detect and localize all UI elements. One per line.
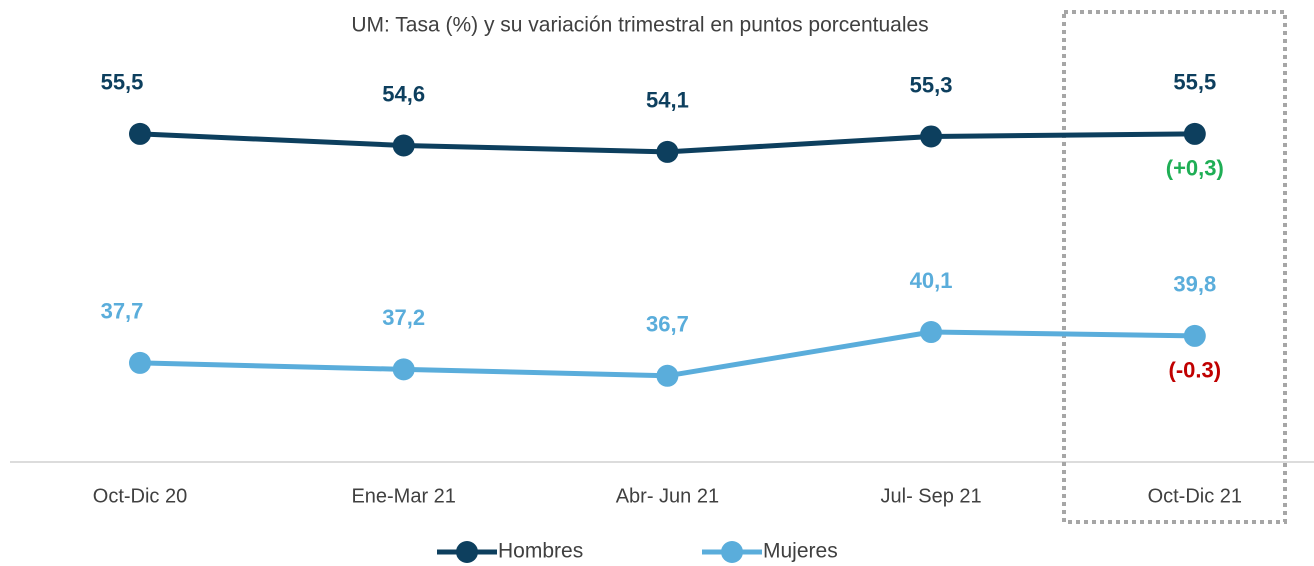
data-label: 37,7 — [101, 299, 144, 324]
x-tick-label: Oct-Dic 21 — [1148, 485, 1242, 507]
data-label: 36,7 — [646, 312, 689, 337]
data-label: 55,3 — [910, 72, 953, 97]
data-label: 40,1 — [910, 268, 953, 293]
point — [656, 140, 679, 163]
point — [656, 364, 679, 387]
chart-subtitle: UM: Tasa (%) y su variación trimestral e… — [351, 14, 928, 37]
data-label: 55,5 — [101, 70, 144, 95]
point — [1183, 122, 1206, 145]
data-label: 39,8 — [1173, 272, 1216, 297]
x-tick-label: Jul- Sep 21 — [881, 485, 982, 507]
point — [920, 125, 943, 148]
x-tick-label: Abr- Jun 21 — [616, 485, 719, 507]
data-label: 55,5 — [1173, 70, 1216, 95]
x-tick-label: Oct-Dic 20 — [93, 485, 187, 507]
annotation: (+0,3) — [1166, 156, 1224, 181]
point — [920, 321, 943, 344]
point — [129, 351, 151, 374]
data-label: 54,1 — [646, 88, 689, 113]
point — [129, 122, 151, 145]
data-label: 54,6 — [382, 81, 425, 106]
point — [1183, 324, 1206, 347]
legend-label: Hombres — [498, 540, 583, 563]
point — [392, 358, 415, 381]
data-label: 37,2 — [382, 305, 425, 330]
legend-marker — [721, 541, 743, 563]
legend-label: Mujeres — [763, 540, 838, 563]
point — [392, 134, 415, 157]
highlight-box — [1062, 10, 1287, 524]
annotation: (-0.3) — [1169, 358, 1222, 383]
x-tick-label: Ene-Mar 21 — [351, 485, 456, 507]
legend-marker — [456, 541, 478, 563]
